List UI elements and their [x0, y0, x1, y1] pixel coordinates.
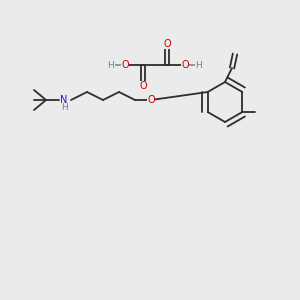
Text: O: O — [147, 95, 155, 105]
Text: H: H — [61, 103, 68, 112]
Text: H: H — [108, 61, 114, 70]
Text: O: O — [121, 60, 129, 70]
Text: O: O — [181, 60, 189, 70]
Text: O: O — [139, 81, 147, 91]
Text: O: O — [163, 39, 171, 49]
Text: N: N — [60, 95, 68, 105]
Text: H: H — [196, 61, 202, 70]
